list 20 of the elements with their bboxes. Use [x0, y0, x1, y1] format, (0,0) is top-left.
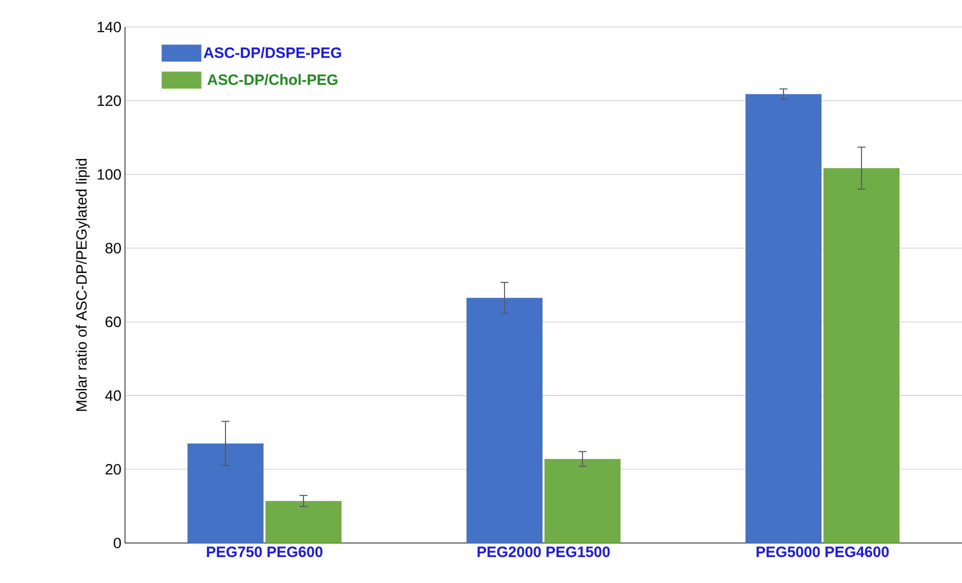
bar — [746, 94, 822, 543]
y-tick-label: 120 — [98, 95, 121, 106]
bar — [544, 458, 621, 543]
y-axis-title: Molar ratio of ASC-DP/PEGylated lipid — [76, 158, 90, 411]
legend-label: ASC-DP/Chol-PEG — [207, 74, 338, 86]
x-tick-label: PEG2000 PEG1500 — [478, 546, 610, 558]
legend-label: ASC-DP/DSPE-PEG — [204, 47, 342, 58]
y-tick-label: 0 — [114, 538, 121, 548]
y-tick-label: 140 — [98, 22, 121, 32]
bar — [466, 298, 543, 543]
y-tick-label: 80 — [106, 242, 121, 254]
bar — [188, 443, 264, 543]
x-tick-label: PEG5000 PEG4600 — [756, 546, 889, 558]
y-tick-label: 20 — [106, 464, 121, 475]
y-tick-label: 40 — [105, 390, 121, 401]
x-tick-label: PEG750 PEG600 — [206, 546, 322, 558]
bar — [266, 500, 342, 543]
bar — [824, 168, 900, 543]
y-tick-label: 60 — [106, 316, 121, 328]
y-tick-label: 100 — [98, 169, 121, 180]
